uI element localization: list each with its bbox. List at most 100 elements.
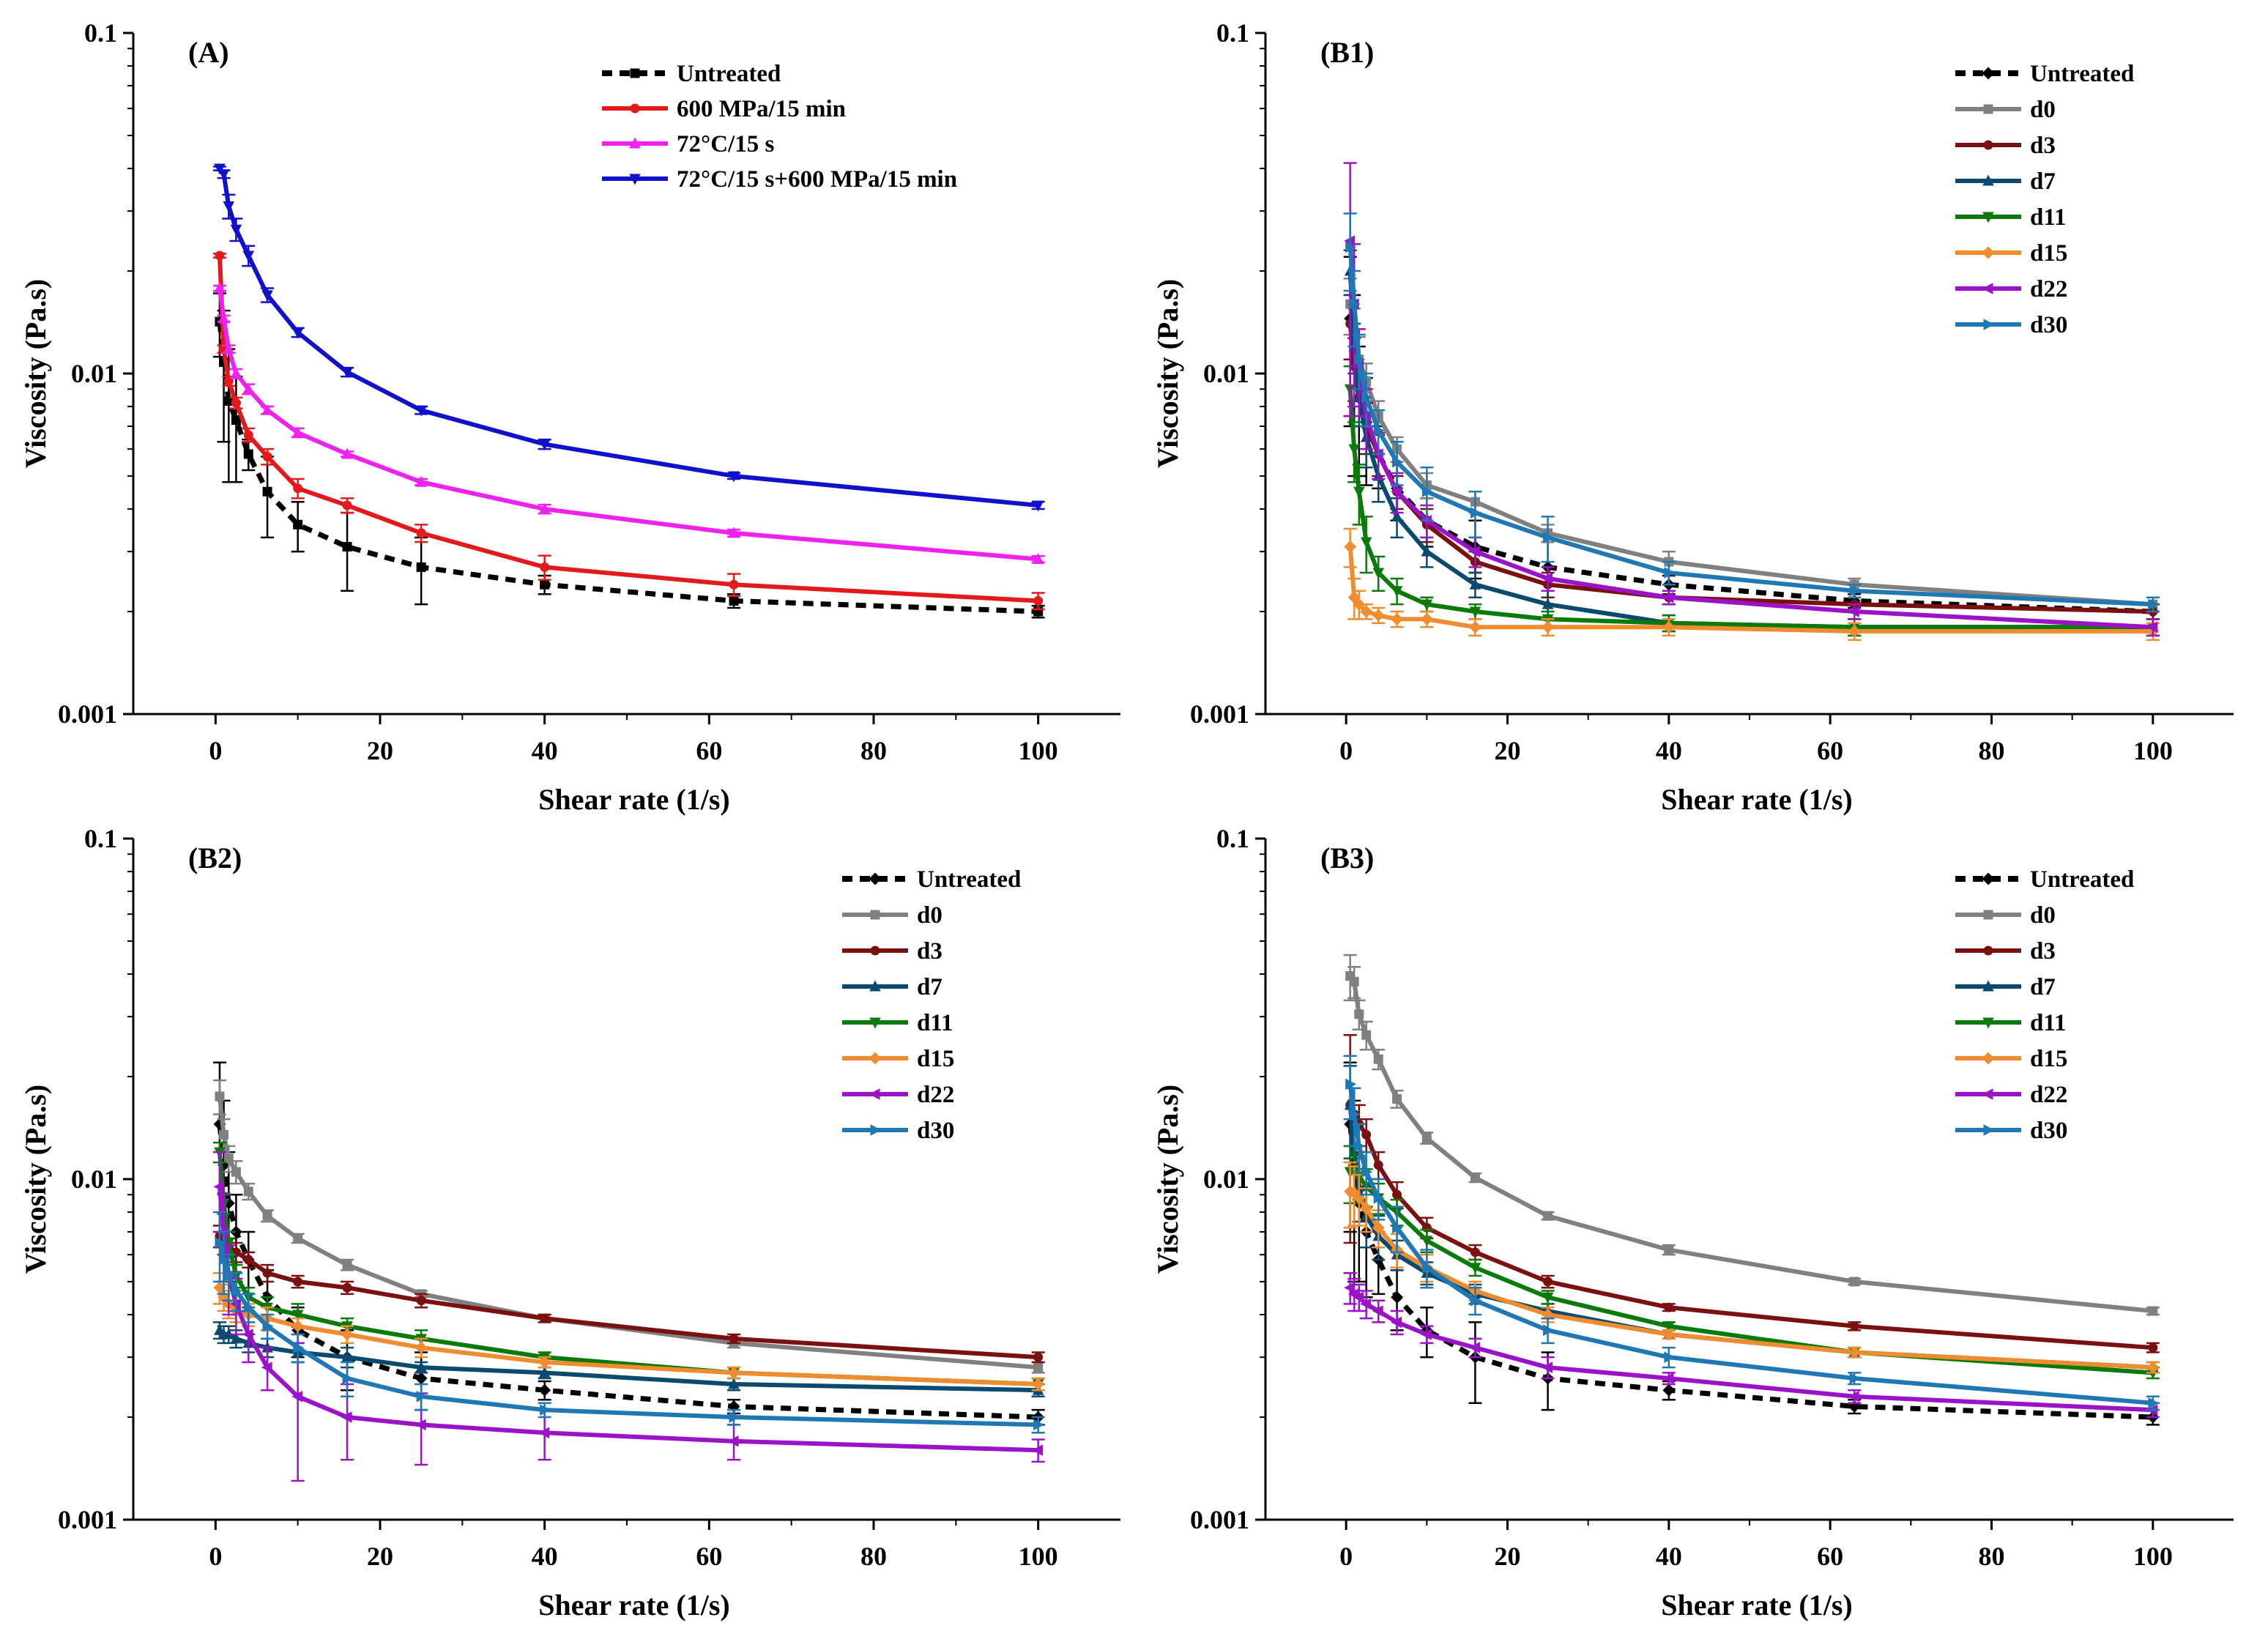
data-point (262, 1320, 274, 1332)
x-tick-label: 60 (1817, 1542, 1843, 1571)
data-point (1664, 1351, 1676, 1363)
data-point (342, 542, 352, 552)
data-point (231, 415, 241, 426)
data-point (1848, 1390, 1859, 1402)
x-tick-label: 40 (1656, 736, 1682, 765)
data-point (1542, 598, 1554, 609)
legend-marker (869, 872, 882, 885)
x-axis-title: Shear rate (1/s) (538, 1589, 729, 1621)
data-point (1033, 1419, 1045, 1431)
data-point (2146, 621, 2158, 634)
data-point (293, 1342, 305, 1353)
data-point (1373, 1054, 1383, 1064)
chart-panel: 0 20 40 60 80 100 0.001 0.01 0.1 Shear rate (1/s)… (19, 18, 1120, 816)
series (1343, 1161, 2160, 1374)
legend-marker (870, 945, 880, 956)
data-point (414, 1372, 428, 1385)
data-point (243, 449, 253, 459)
data-point (1848, 606, 1859, 617)
legend-marker (1982, 1017, 1994, 1029)
data-point (728, 527, 740, 538)
y-tick-label: 0.01 (1203, 359, 1249, 388)
data-point (1372, 568, 1385, 579)
data-point (729, 595, 739, 606)
data-point (223, 1328, 235, 1340)
legend-label: Untreated (2030, 61, 2134, 87)
legend-marker (629, 174, 641, 185)
data-point (229, 1225, 242, 1238)
data-point (414, 1341, 428, 1354)
y-tick-label: 0.001 (58, 699, 117, 729)
legend-label: d22 (917, 1082, 954, 1108)
data-point (214, 163, 226, 175)
legend: Untreated 600 MPa/15 min 72°C/15 s 72°C/15 … (602, 61, 957, 193)
legend-marker (629, 137, 641, 149)
series-line (217, 1287, 1038, 1386)
data-point (1354, 1009, 1364, 1019)
data-point (728, 471, 740, 483)
legend-label: d11 (917, 1010, 953, 1036)
data-point (1353, 598, 1366, 611)
y-tick-label: 0.001 (1190, 1505, 1249, 1534)
data-point (416, 562, 426, 572)
data-point (223, 1270, 235, 1282)
data-point (243, 1301, 255, 1313)
data-point (1664, 1302, 1674, 1312)
series (212, 282, 1045, 564)
data-point (538, 502, 551, 514)
y-tick-label: 0.01 (71, 359, 117, 388)
data-point (1421, 1133, 1432, 1143)
legend-marker (1983, 910, 1993, 920)
data-point (1032, 1378, 1045, 1391)
data-point (1470, 1247, 1480, 1257)
data-point (342, 1282, 352, 1293)
data-point (262, 1211, 272, 1221)
data-point (415, 475, 427, 487)
data-point (1421, 599, 1433, 611)
data-point (1361, 1129, 1372, 1140)
data-point (1663, 1321, 1675, 1333)
legend-label: d7 (2030, 974, 2056, 1000)
data-point (1392, 456, 1404, 468)
x-tick-label: 40 (1656, 1542, 1682, 1571)
legend-marker (1982, 212, 1994, 223)
data-point (291, 426, 304, 438)
data-point (1470, 1294, 1481, 1307)
data-point (230, 367, 242, 379)
y-tick-label: 0.1 (84, 824, 117, 853)
panel-label: (B1) (1320, 36, 1374, 69)
legend-label: d11 (2030, 204, 2067, 231)
x-tick-label: 100 (2133, 736, 2173, 765)
legend-marker (869, 980, 881, 992)
data-point (1664, 1245, 1674, 1255)
x-tick-label: 20 (1495, 736, 1521, 765)
legend-label: d15 (2030, 1046, 2067, 1072)
data-point (1662, 1328, 1676, 1341)
data-point (538, 1366, 551, 1378)
data-point (2148, 1342, 2158, 1353)
data-point (1421, 1261, 1433, 1274)
data-point (1360, 1298, 1372, 1310)
data-point (223, 343, 235, 354)
data-point (223, 201, 235, 212)
legend-marker (1982, 67, 1995, 80)
y-tick-label: 0.001 (1190, 699, 1249, 729)
data-point (261, 404, 273, 415)
data-point (1392, 1189, 1402, 1200)
x-tick-label: 0 (209, 1542, 222, 1571)
y-axis-title: Viscosity (Pa.s) (19, 279, 52, 468)
data-point (416, 528, 426, 538)
data-point (1849, 1321, 1859, 1331)
data-point (1373, 1160, 1383, 1170)
data-point (291, 327, 304, 339)
data-point (729, 1411, 740, 1423)
data-point (243, 1255, 253, 1265)
data-point (342, 1260, 352, 1270)
data-point (231, 1167, 241, 1177)
data-point (1543, 532, 1555, 543)
legend-marker (1982, 174, 1994, 186)
x-tick-label: 80 (860, 736, 887, 765)
data-point (1032, 1444, 1044, 1456)
data-point (293, 1277, 303, 1287)
